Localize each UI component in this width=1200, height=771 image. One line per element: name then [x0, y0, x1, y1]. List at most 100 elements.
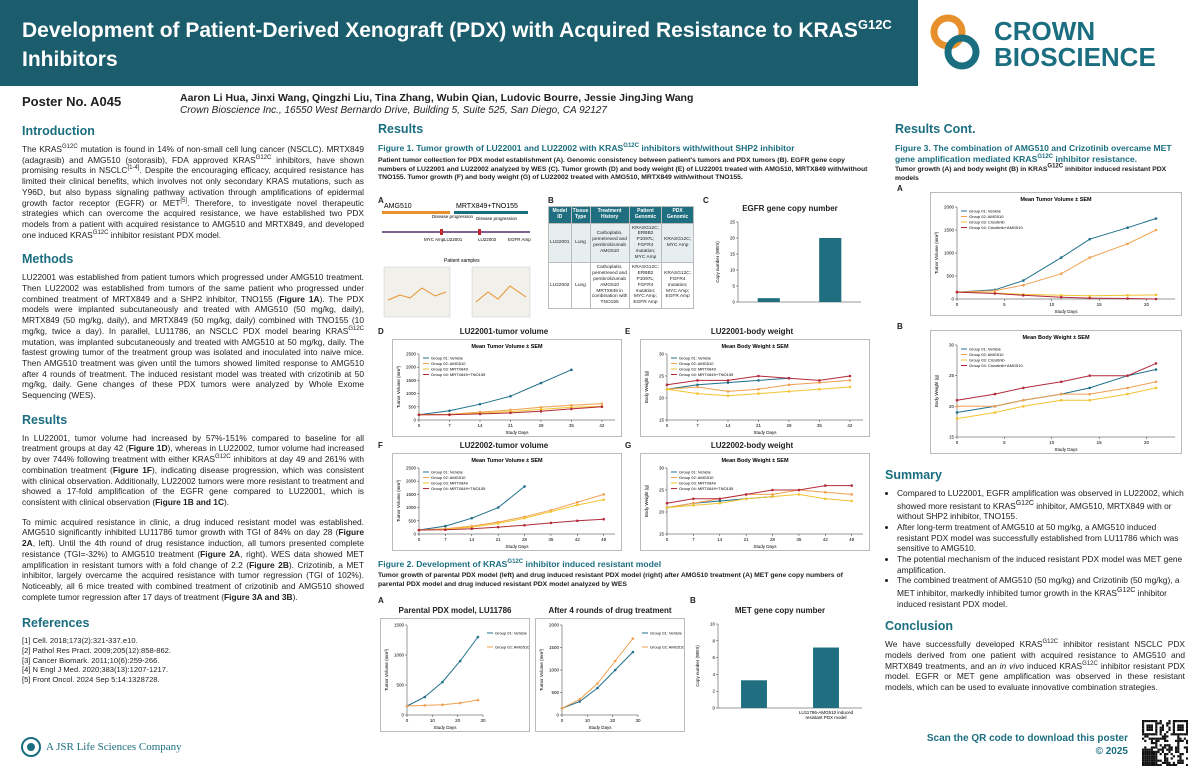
table-wrap: Model ID Tissue Type Treatment History Pati…	[548, 206, 694, 309]
qr-cell	[1159, 720, 1162, 723]
data-point	[1088, 296, 1091, 300]
x-tick-label: 5	[1003, 440, 1006, 445]
qr-cell	[1148, 728, 1151, 731]
data-point	[993, 292, 997, 295]
reference: [5] Front Oncol. 2024 Sep 5:14:1328728.	[22, 674, 160, 684]
panel-label: D	[378, 327, 384, 336]
qr-cell	[1150, 739, 1153, 742]
qr-cell	[1183, 746, 1186, 749]
qr-cell	[1146, 748, 1149, 751]
qr-cell	[1157, 739, 1160, 742]
data-point	[718, 497, 722, 501]
qr-cell	[1186, 750, 1188, 753]
y-tick-label: 0	[951, 297, 954, 302]
qr-cell	[1177, 720, 1180, 723]
text-run: mutation, was implanted subcutaneously a…	[22, 336, 364, 401]
y-tick-label: 2000	[549, 623, 560, 628]
sample-marker	[440, 229, 443, 235]
text-run: G12C	[1042, 639, 1059, 646]
qr-cell	[1146, 750, 1149, 753]
text-run: inhibitors at day 49 and 261% with combi…	[22, 454, 364, 475]
qr-cell	[1181, 753, 1184, 756]
qr-cell	[1144, 746, 1147, 749]
text-run: inhibitor, AMG510, MRTX849 with or witho…	[897, 500, 1172, 522]
data-point	[818, 379, 821, 382]
qr-cell	[1166, 739, 1169, 742]
table-header: Model ID	[548, 206, 572, 224]
legend-label: Group 01: Vehicle	[650, 631, 683, 636]
qr-cell	[1157, 722, 1160, 725]
data-point	[850, 493, 853, 496]
qr-cell	[1148, 737, 1151, 740]
y-axis-label: Body Weight (g)	[644, 484, 649, 517]
qr-cell	[1164, 746, 1167, 749]
data-point	[523, 523, 526, 527]
qr-cell	[1164, 761, 1167, 764]
y-tick-label: 10	[730, 268, 736, 273]
qr-cell	[1144, 750, 1147, 753]
figure-caption: Figure 1. Tumor growth of LU22001 and LU…	[378, 143, 868, 154]
qr-cell	[1172, 722, 1175, 725]
data-point	[665, 506, 669, 509]
text-run: mutation is found in 14% of non-small ce…	[22, 144, 364, 165]
x-tick-label: 21	[508, 423, 514, 428]
qr-cell	[1159, 722, 1162, 725]
y-tick-label: 20	[949, 404, 955, 409]
qr-cell	[1164, 757, 1167, 760]
y-tick-label: 500	[396, 683, 404, 688]
data-point	[726, 394, 730, 398]
qr-cell	[1159, 726, 1162, 729]
y-tick-label: 25	[659, 374, 665, 379]
legend-label: Group 03: MRTX849	[679, 481, 717, 486]
data-point	[1059, 380, 1063, 384]
summary-item: The potential mechanism of the induced r…	[897, 554, 1185, 575]
qr-cell	[1142, 728, 1145, 731]
y-tick-label: 1000	[394, 653, 405, 658]
qr-cell	[1186, 748, 1188, 751]
qr-cell	[1146, 724, 1149, 727]
data-point	[1154, 297, 1158, 301]
x-tick-label: 20	[1144, 302, 1150, 307]
y-tick-label: 500	[408, 518, 416, 523]
qr-cell	[1150, 764, 1153, 766]
data-point	[665, 387, 669, 391]
data-point	[1059, 294, 1063, 297]
chart: Mean Body Weight ± SEM 15 20 25 30 Body Weigh…	[934, 335, 1175, 452]
data-point	[787, 383, 791, 387]
x-tick-label: 0	[666, 537, 669, 542]
chart-slot: Mean Tumor Volume ± SEM 0 500 1000 1500 2000 T…	[930, 192, 1182, 316]
text-run: inhibitor induced resistant PDX model.	[897, 587, 1167, 609]
chart: Mean Body Weight ± SEM 15 20 25 30 Body Weigh…	[644, 458, 863, 549]
y-axis-label: Copy number (WES)	[695, 645, 700, 687]
data-point	[696, 392, 699, 395]
qr-cell	[1161, 737, 1164, 740]
legend-label: Group 02: AMG510	[679, 361, 714, 366]
data-point	[596, 686, 599, 690]
timeline-note: Disease progression	[476, 216, 518, 221]
data-point	[1022, 294, 1025, 297]
qr-cell	[1155, 759, 1158, 762]
qr-cell	[1157, 764, 1160, 766]
data-point	[576, 519, 579, 523]
text-run: G12C	[348, 326, 364, 333]
legend-label: Group 04: Crizotinib+AMG510	[969, 225, 1023, 230]
figure-caption: Figure 3. The combination of AMG510 and …	[895, 143, 1187, 164]
text-run: ), indicating disease progression, which…	[22, 464, 364, 507]
reference: [3] Cancer Biomark. 2011;10(6):259-266.	[22, 655, 160, 665]
y-tick-label: 500	[408, 404, 416, 409]
qr-cell	[1148, 759, 1151, 762]
data-point	[1154, 228, 1158, 232]
data-point	[539, 406, 543, 409]
panel-heading: LU22002-body weight	[710, 441, 794, 450]
x-tick-label: 15	[1097, 440, 1103, 445]
y-tick-label: 500	[946, 274, 954, 279]
text-run: . Despite the encouraging efficacy, acqu…	[22, 165, 364, 208]
paragraph: In LU22001, tumor volume had increased b…	[22, 433, 364, 508]
text-run: After long-term treatment of AMG510 at 5…	[897, 521, 1179, 554]
data-point	[578, 700, 582, 703]
data-point	[576, 503, 579, 507]
data-point	[509, 394, 512, 398]
text-run: G12C	[857, 17, 892, 32]
text-run: G12C	[92, 229, 109, 236]
bar	[757, 298, 780, 302]
